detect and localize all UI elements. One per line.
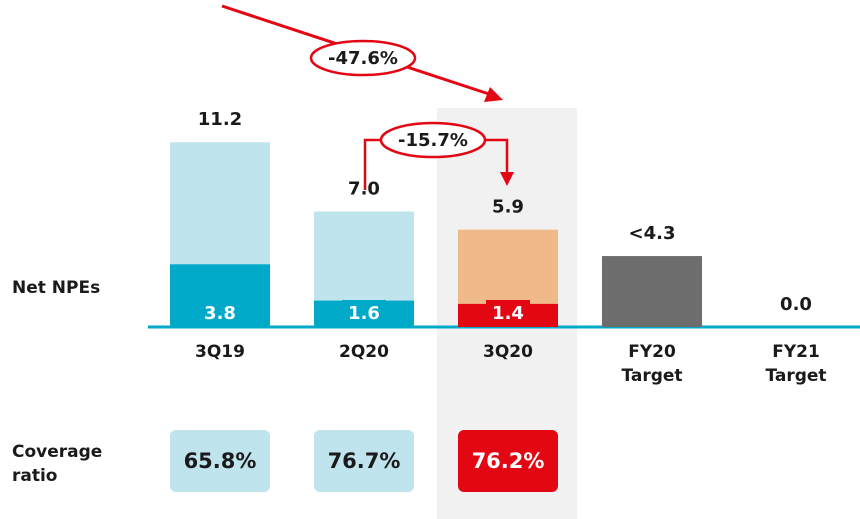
value-label: 5.9 (492, 197, 524, 218)
segment-label-box (342, 300, 386, 326)
segment-label-box (198, 300, 242, 326)
x-tick-label: FY21 Target (765, 342, 827, 386)
segment-label: 1.6 (348, 303, 380, 324)
x-tick-label: FY20 Target (621, 342, 683, 386)
annotation: -15.7% (398, 130, 468, 151)
segment-label: 3.8 (204, 303, 236, 324)
coverage-box (458, 430, 558, 492)
value-label: <4.3 (629, 223, 676, 244)
annotation-ellipse (379, 121, 487, 159)
row-label: Coverage ratio (12, 442, 103, 486)
x-tick-label: 2Q20 (339, 342, 389, 362)
x-tick-label: 3Q20 (483, 342, 533, 362)
arrow-head (500, 172, 514, 186)
value-label: 7.0 (348, 179, 380, 200)
bar (602, 256, 702, 327)
row-label: Net NPEs (12, 278, 101, 298)
segment-label: 1.4 (492, 303, 524, 324)
x-tick-label: 3Q19 (195, 342, 245, 362)
coverage-box (170, 430, 270, 492)
coverage-box (314, 430, 414, 492)
coverage-label: 76.2% (472, 449, 545, 473)
value-label: 0.0 (780, 294, 812, 315)
value-label: 11.2 (198, 109, 242, 130)
arrow-head (484, 87, 503, 102)
segment-label-box (486, 300, 530, 326)
annotation-ellipse (309, 39, 417, 77)
annotation: -47.6% (328, 48, 398, 69)
coverage-label: 76.7% (328, 449, 401, 473)
coverage-label: 65.8% (184, 449, 257, 473)
